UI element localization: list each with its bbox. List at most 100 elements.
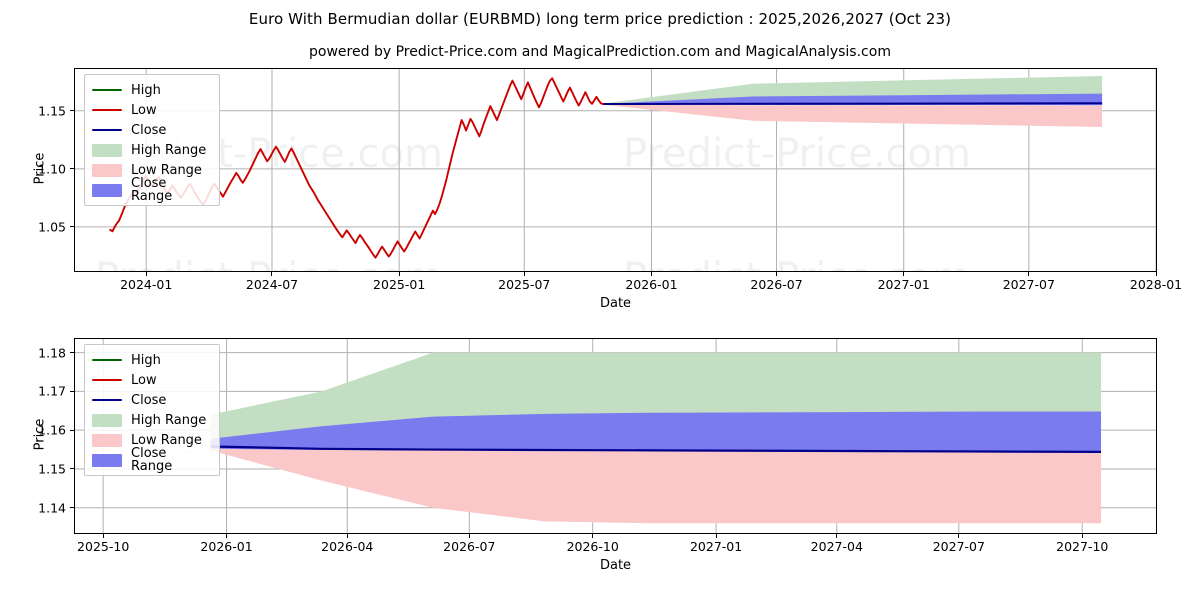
x-tick-mark-top xyxy=(271,272,273,276)
x-tick-mark-bottom xyxy=(346,534,348,538)
legend-label: Close Range xyxy=(131,446,173,474)
x-tick-mark-top xyxy=(903,272,905,276)
y-axis-label-top: Price xyxy=(32,152,48,185)
x-axis-label-top: Date xyxy=(599,296,632,311)
x-tick-label-bottom: 2026-01 xyxy=(200,539,253,554)
y-tick-label-bottom: 1.14 xyxy=(38,500,66,516)
x-tick-mark-top xyxy=(650,272,652,276)
y-tick-mark-bottom xyxy=(70,507,74,509)
legend-label: Low Range xyxy=(131,162,202,178)
y-tick-label-bottom: 1.16 xyxy=(38,422,66,438)
x-tick-label-top: 2024-07 xyxy=(245,277,299,292)
legend-item-close[interactable]: Close xyxy=(92,120,210,140)
legend-swatch-high-icon xyxy=(92,354,122,367)
x-tick-mark-bottom xyxy=(468,534,470,538)
legend-swatch-close-icon xyxy=(92,394,122,407)
x-tick-label-bottom: 2026-07 xyxy=(443,539,496,554)
x-tick-label-top: 2026-01 xyxy=(625,277,678,292)
y-tick-label-bottom: 1.15 xyxy=(38,461,66,477)
legend-label: Low xyxy=(131,102,157,118)
x-tick-mark-top xyxy=(776,272,778,276)
legend-item-low-range[interactable]: Low Range xyxy=(92,160,210,180)
x-tick-label-top: 2027-07 xyxy=(1002,277,1055,292)
legend-swatch-high-range-icon xyxy=(92,143,122,157)
x-tick-mark-top xyxy=(1155,272,1157,276)
x-tick-mark-top xyxy=(523,272,525,276)
legend-label: Close xyxy=(131,122,167,138)
y-tick-label-top: 1.05 xyxy=(38,219,66,235)
y-tick-mark-top xyxy=(70,168,74,170)
legend-item-low[interactable]: Low xyxy=(92,370,210,390)
legend-item-high[interactable]: High xyxy=(92,80,210,100)
y-tick-label-bottom: 1.18 xyxy=(38,345,66,361)
y-tick-mark-bottom xyxy=(70,429,74,431)
legend-label: High Range xyxy=(131,412,207,428)
legend-item-high-range[interactable]: High Range xyxy=(92,140,210,160)
x-tick-label-bottom: 2027-04 xyxy=(810,539,863,554)
x-tick-label-top: 2027-01 xyxy=(877,277,930,292)
top-chart-legend: High Low Close High Range Low Range Close Ran… xyxy=(84,74,220,206)
x-tick-mark-top xyxy=(1028,272,1030,276)
top-close-line xyxy=(603,102,1103,106)
legend-item-low-range[interactable]: Low Range xyxy=(92,430,210,450)
legend-swatch-close-icon xyxy=(92,124,122,137)
chart-subtitle: powered by Predict-Price.com and Magical… xyxy=(309,44,891,60)
legend-label: Low xyxy=(131,372,157,388)
legend-label: Low Range xyxy=(131,432,202,448)
legend-swatch-low-range-icon xyxy=(92,433,122,447)
legend-item-close-range[interactable]: Close Range xyxy=(92,446,210,474)
y-tick-mark-bottom xyxy=(70,352,74,354)
bottom-chart-canvas xyxy=(75,339,1156,533)
x-axis-label-bottom: Date xyxy=(599,558,632,573)
x-tick-label-bottom: 2026-10 xyxy=(566,539,619,554)
legend-item-close[interactable]: Close xyxy=(92,390,210,410)
x-tick-label-top: 2025-07 xyxy=(498,277,551,292)
x-tick-label-top: 2025-01 xyxy=(373,277,426,292)
legend-label: High xyxy=(131,352,161,368)
x-tick-mark-bottom xyxy=(592,534,594,538)
legend-swatch-high-range-icon xyxy=(92,413,122,427)
chart-title: Euro With Bermudian dollar (EURBMD) long… xyxy=(248,10,952,28)
y-axis-label-bottom: Price xyxy=(32,418,48,451)
y-tick-label-top: 1.10 xyxy=(38,161,66,177)
top-chart-plot-area: Predict-Price.com Predict-Price.com Pred… xyxy=(74,68,1157,272)
legend-item-close-range[interactable]: Close Range xyxy=(92,176,210,204)
bottom-chart-legend: High Low Close High Range Low Range Close Ran… xyxy=(84,344,220,476)
x-tick-label-bottom: 2027-01 xyxy=(689,539,743,554)
x-tick-mark-top xyxy=(145,272,147,276)
top-close-range-band xyxy=(603,93,1103,106)
x-tick-label-top: 2024-01 xyxy=(120,277,173,292)
x-tick-label-bottom: 2027-10 xyxy=(1056,539,1109,554)
legend-swatch-high-icon xyxy=(92,84,122,97)
legend-item-high-range[interactable]: High Range xyxy=(92,410,210,430)
y-tick-mark-top xyxy=(70,110,74,112)
legend-swatch-low-icon xyxy=(92,374,122,387)
legend-label: Close xyxy=(131,392,167,408)
legend-label: Close Range xyxy=(131,176,173,204)
x-tick-label-top: 2026-07 xyxy=(750,277,803,292)
bottom-chart-plot-area: Predict-Price.com Predict-Price.com xyxy=(74,338,1157,534)
bottom-low-range-band xyxy=(210,448,1102,524)
legend-item-low[interactable]: Low xyxy=(92,100,210,120)
top-low-range-band xyxy=(603,104,1103,128)
x-tick-mark-bottom xyxy=(226,534,228,538)
legend-swatch-close-range-icon xyxy=(92,453,122,467)
legend-label: High Range xyxy=(131,142,207,158)
y-tick-mark-bottom xyxy=(70,468,74,470)
x-tick-mark-bottom xyxy=(1081,534,1083,538)
legend-swatch-low-icon xyxy=(92,104,122,117)
y-tick-mark-bottom xyxy=(70,390,74,392)
legend-swatch-close-range-icon xyxy=(92,183,122,197)
y-tick-label-bottom: 1.17 xyxy=(38,383,66,399)
x-tick-mark-bottom xyxy=(958,534,960,538)
legend-label: High xyxy=(131,82,161,98)
x-tick-label-top: 2028-01 xyxy=(1129,277,1183,292)
y-tick-mark-top xyxy=(70,226,74,228)
legend-swatch-low-range-icon xyxy=(92,163,122,177)
legend-item-high[interactable]: High xyxy=(92,350,210,370)
bottom-close-line xyxy=(210,445,1102,454)
x-tick-label-bottom: 2027-07 xyxy=(932,539,985,554)
y-tick-label-top: 1.15 xyxy=(38,103,66,119)
x-tick-label-bottom: 2025-10 xyxy=(77,539,130,554)
